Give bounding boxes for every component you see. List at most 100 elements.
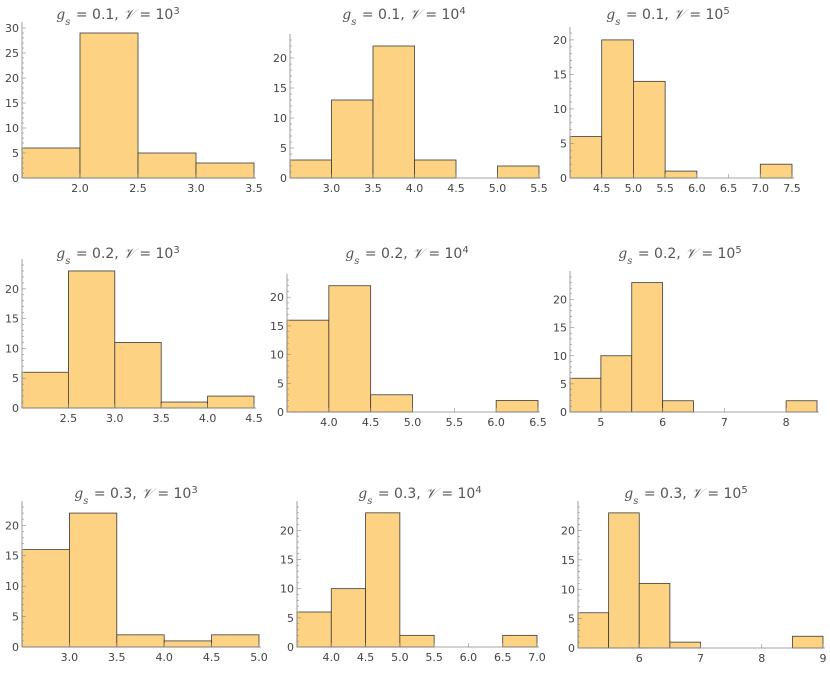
- histogram-bar: [163, 640, 212, 648]
- x-tick-label: 3.5: [364, 182, 382, 195]
- histogram-bar: [116, 634, 165, 648]
- y-tick-label: 20: [561, 525, 575, 538]
- title-v-base: = 10: [135, 246, 173, 262]
- x-tick-label: 6.5: [529, 416, 547, 429]
- x-tick-label: 6: [659, 416, 666, 429]
- x-tick-label: 5.5: [425, 651, 443, 664]
- histogram-bar: [114, 342, 162, 409]
- y-tick-label: 0: [12, 641, 19, 654]
- panel-title: gs = 0.3, 𝒱 = 105: [624, 485, 747, 507]
- title-g-symbol: g: [56, 246, 65, 262]
- x-tick-label: 5.5: [530, 182, 548, 195]
- title-g-symbol: g: [74, 486, 83, 502]
- histogram-bar: [414, 159, 457, 179]
- x-tick-label: 4.5: [245, 412, 263, 425]
- title-v-base: = 10: [697, 246, 735, 262]
- title-v-exponent: 3: [191, 485, 197, 496]
- y-tick-label: 30: [5, 22, 19, 35]
- title-v-base: = 10: [703, 486, 741, 502]
- title-v-base: = 10: [135, 7, 173, 23]
- histogram-bar: [399, 634, 435, 648]
- title-g-subscript: s: [627, 256, 632, 267]
- title-g-subscript: s: [65, 256, 70, 267]
- x-tick-label: 2.5: [60, 412, 78, 425]
- x-tick-label: 4.5: [362, 416, 380, 429]
- panel-title: gs = 0.1, 𝒱 = 104: [342, 6, 465, 28]
- title-g-subscript: s: [633, 496, 638, 507]
- histogram-bar: [633, 80, 666, 179]
- title-g-symbol: g: [342, 7, 351, 23]
- x-tick-label: 2.0: [71, 182, 89, 195]
- histogram-bar: [608, 512, 640, 649]
- x-tick-label: 5.0: [625, 182, 643, 195]
- x-tick-label: 2.5: [129, 182, 147, 195]
- title-g-subscript: s: [354, 256, 359, 267]
- y-tick-label: 20: [5, 283, 19, 296]
- title-g-value: = 0.2,: [71, 246, 123, 262]
- histogram-bar: [365, 512, 401, 648]
- panel-title: gs = 0.3, 𝒱 = 103: [74, 485, 197, 507]
- x-tick-label: 3.0: [323, 182, 341, 195]
- x-tick-label: 5: [597, 416, 604, 429]
- title-v-exponent: 4: [462, 245, 468, 256]
- y-tick-label: 10: [561, 583, 575, 596]
- histogram-bar: [69, 512, 118, 648]
- x-tick-label: 4.0: [406, 182, 424, 195]
- title-g-symbol: g: [56, 7, 65, 23]
- y-tick-label: 15: [561, 554, 575, 567]
- y-tick-label: 10: [553, 103, 567, 116]
- x-tick-label: 5.5: [656, 182, 674, 195]
- title-v-exponent: 4: [459, 6, 465, 17]
- histogram-bar: [664, 170, 698, 179]
- title-v-base: = 10: [421, 7, 459, 23]
- y-tick-label: 5: [568, 613, 575, 626]
- histogram-bar: [207, 395, 255, 409]
- histogram-bar: [79, 32, 139, 179]
- histogram-bar: [759, 163, 793, 179]
- x-tick-label: 4.0: [199, 412, 217, 425]
- x-tick-label: 4.5: [593, 182, 611, 195]
- x-tick-label: 7: [697, 652, 704, 665]
- histogram-bar: [569, 377, 602, 413]
- title-g-value: = 0.1,: [621, 7, 673, 23]
- histogram-bar: [600, 355, 633, 413]
- title-v-exponent: 5: [735, 245, 741, 256]
- histogram-bar: [328, 285, 372, 413]
- title-g-subscript: s: [65, 17, 70, 28]
- y-tick-label: 10: [5, 122, 19, 135]
- title-g-subscript: s: [367, 496, 372, 507]
- y-tick-label: 5: [277, 377, 284, 390]
- histogram-panel: gs = 0.2, 𝒱 = 104 0 5 10 15 20 4.0 4.5 5.0 5.5 6.0…: [270, 245, 547, 430]
- histogram-panel: gs = 0.3, 𝒱 = 103 0 5 10 15 20 3.0 3.5 4.0 4.5 5.0: [5, 485, 268, 665]
- title-g-value: = 0.3,: [89, 486, 141, 502]
- y-tick-label: 10: [273, 112, 287, 125]
- histogram-bar: [502, 634, 538, 648]
- x-tick-label: 6.5: [494, 651, 512, 664]
- y-tick-label: 20: [5, 519, 19, 532]
- histogram-bar: [791, 635, 824, 649]
- title-v-exponent: 4: [475, 485, 481, 496]
- y-tick-label: 20: [270, 291, 284, 304]
- histogram-bar: [21, 371, 69, 409]
- y-tick-label: 5: [12, 372, 19, 385]
- y-tick-label: 25: [5, 47, 19, 60]
- histogram-bar: [785, 400, 818, 413]
- x-tick-label: 4.5: [357, 651, 375, 664]
- x-tick-label: 3.0: [187, 182, 205, 195]
- histogram-panel: gs = 0.2, 𝒱 = 103 0 5 10 15 20 2.5 3.0 3.5 4.0 4.5: [5, 245, 263, 426]
- histogram-bar: [569, 136, 603, 179]
- x-tick-label: 9: [820, 652, 827, 665]
- y-tick-label: 5: [12, 611, 19, 624]
- title-g-value: = 0.1,: [357, 7, 409, 23]
- y-tick-label: 10: [5, 580, 19, 593]
- y-tick-label: 15: [270, 320, 284, 333]
- title-g-value: = 0.2,: [360, 246, 412, 262]
- x-tick-label: 4.0: [323, 651, 341, 664]
- title-v-exponent: 5: [741, 485, 747, 496]
- x-tick-label: 5.0: [250, 651, 268, 664]
- x-tick-label: 6.0: [688, 182, 706, 195]
- y-tick-label: 20: [553, 34, 567, 47]
- histogram-bar: [195, 162, 255, 179]
- y-tick-label: 20: [273, 52, 287, 65]
